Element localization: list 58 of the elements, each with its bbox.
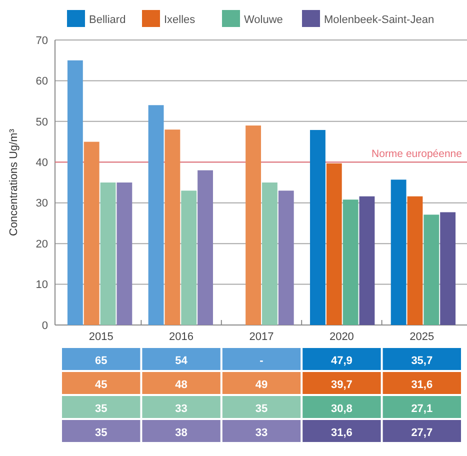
data-label: 31,6 — [411, 378, 433, 391]
bar — [100, 182, 116, 325]
text: - — [260, 354, 264, 367]
data-label: 49 — [255, 378, 268, 391]
y-tick-label: 0 — [42, 320, 48, 332]
data-label: 33 — [255, 426, 268, 439]
data-label: 47,9 — [330, 354, 352, 367]
bar — [164, 130, 180, 325]
data-label: 38 — [175, 426, 188, 439]
x-tick-label: 2015 — [88, 331, 114, 343]
data-label: 39,7 — [330, 378, 352, 391]
data-label: 35,7 — [411, 354, 433, 367]
x-tick-label: 2025 — [410, 331, 434, 343]
data-label: 27,1 — [411, 402, 433, 415]
y-tick-label: 60 — [36, 76, 48, 88]
bar — [246, 126, 262, 325]
y-tick-label: 10 — [36, 279, 48, 292]
data-label: 54 — [175, 354, 188, 367]
bar — [181, 190, 197, 325]
bar — [116, 182, 132, 325]
bar — [440, 212, 456, 325]
y-tick-label: 20 — [36, 238, 48, 250]
ref-line-label: Norme européenne — [372, 148, 462, 160]
bar — [310, 130, 326, 325]
legend-label: Ixelles — [164, 14, 196, 26]
bar — [262, 182, 278, 325]
legend-label: Molenbeek-Saint-Jean — [324, 14, 434, 26]
legend-label: Woluwe — [244, 14, 283, 26]
bar — [407, 196, 423, 325]
bar — [84, 142, 100, 325]
data-label: 35 — [94, 402, 108, 415]
data-label: 45 — [94, 378, 108, 391]
data-label: 33 — [175, 402, 188, 415]
data-label: 31,6 — [330, 426, 352, 439]
bar — [326, 163, 342, 325]
bar — [278, 190, 294, 325]
bar — [390, 180, 406, 325]
bar — [148, 105, 164, 325]
y-tick-label: 50 — [36, 116, 48, 128]
y-axis-title: Concentrations Ug/m³ — [8, 128, 20, 236]
bar — [359, 196, 375, 325]
data-label: 30,8 — [330, 402, 352, 415]
bar — [198, 170, 213, 325]
y-tick-label: 40 — [36, 156, 48, 169]
data-label: 35 — [255, 402, 268, 415]
data-label: 48 — [175, 378, 188, 391]
bar — [342, 200, 358, 325]
bar — [424, 214, 440, 325]
x-tick-label: 2016 — [169, 331, 194, 343]
data-label: 65 — [94, 354, 108, 367]
y-tick-label: 30 — [36, 198, 48, 210]
legend-label: Belliard — [89, 14, 126, 26]
data-label: 27,7 — [411, 426, 433, 439]
bar — [67, 60, 83, 325]
x-tick-label: 2020 — [329, 331, 354, 343]
y-tick-label: 70 — [36, 34, 48, 47]
data-label: 35 — [94, 426, 108, 439]
x-tick-label: 2017 — [249, 331, 274, 343]
